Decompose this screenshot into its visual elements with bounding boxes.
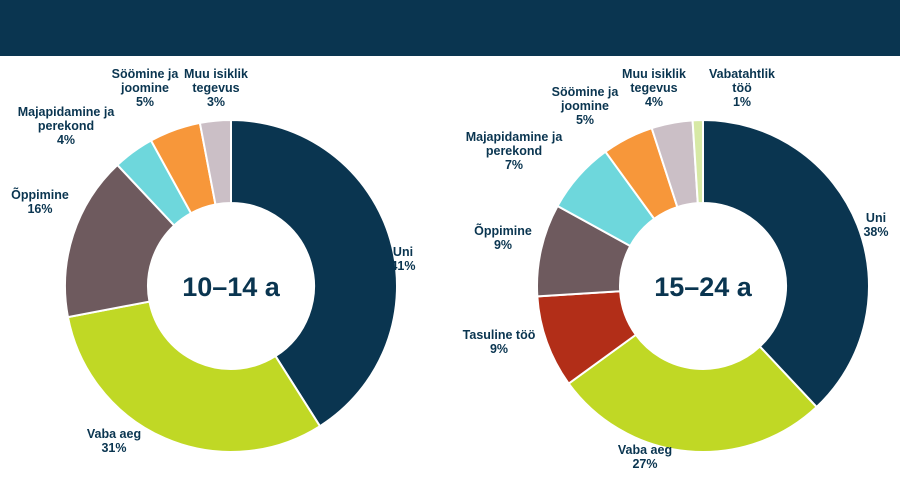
slice-label-muu-isiklik-tegevus: Muu isiklik tegevus 3%: [184, 67, 248, 109]
donut-charts: Uni 41% Vaba aeg 31% Õppimine 16% Majapidamine…: [11, 67, 889, 471]
slice-label-majapidamine-ja-perekond: Majapidamine ja perekond 4%: [18, 105, 116, 147]
slice-label-vaba-aeg: Vaba aeg 27%: [618, 443, 672, 471]
slice-label-soomine-ja-joomine: Söömine ja joomine 5%: [552, 85, 620, 127]
donut-10-14: Uni 41% Vaba aeg 31% Õppimine 16% Majapidamine…: [11, 67, 415, 455]
slice-label-muu-isiklik-tegevus: Muu isiklik tegevus 4%: [622, 67, 686, 109]
slice-oppimine: [64, 163, 176, 319]
slice-uni: [230, 118, 398, 428]
header-banner: [0, 0, 900, 56]
slice-uni: [702, 118, 870, 409]
slice-vabatahtlik-too: [691, 118, 704, 205]
slice-label-majapidamine-ja-perekond: Majapidamine ja perekond 7%: [466, 130, 564, 172]
slice-label-uni: Uni 41%: [390, 245, 415, 273]
center-label: 15–24 a: [654, 272, 753, 302]
slice-label-vaba-aeg: Vaba aeg 31%: [87, 427, 141, 455]
donut-15-24: Uni 38% Vaba aeg 27% Tasuline töö 9% Õppimine 9…: [463, 67, 889, 471]
slice-label-oppimine: Õppimine 9%: [474, 223, 532, 252]
slice-label-soomine-ja-joomine: Söömine ja joomine 5%: [112, 67, 180, 109]
slice-label-tasuline-too: Tasuline töö 9%: [463, 328, 536, 356]
slice-muu-isiklik-tegevus: [198, 118, 232, 206]
slice-vaba-aeg: [66, 300, 322, 453]
slice-label-uni: Uni 38%: [863, 211, 888, 239]
slice-vaba-aeg: [567, 333, 819, 453]
slice-label-vabatahtlik-too: Vabatahtlik töö 1%: [709, 67, 775, 109]
slice-label-oppimine: Õppimine 16%: [11, 187, 69, 216]
center-label: 10–14 a: [182, 272, 281, 302]
